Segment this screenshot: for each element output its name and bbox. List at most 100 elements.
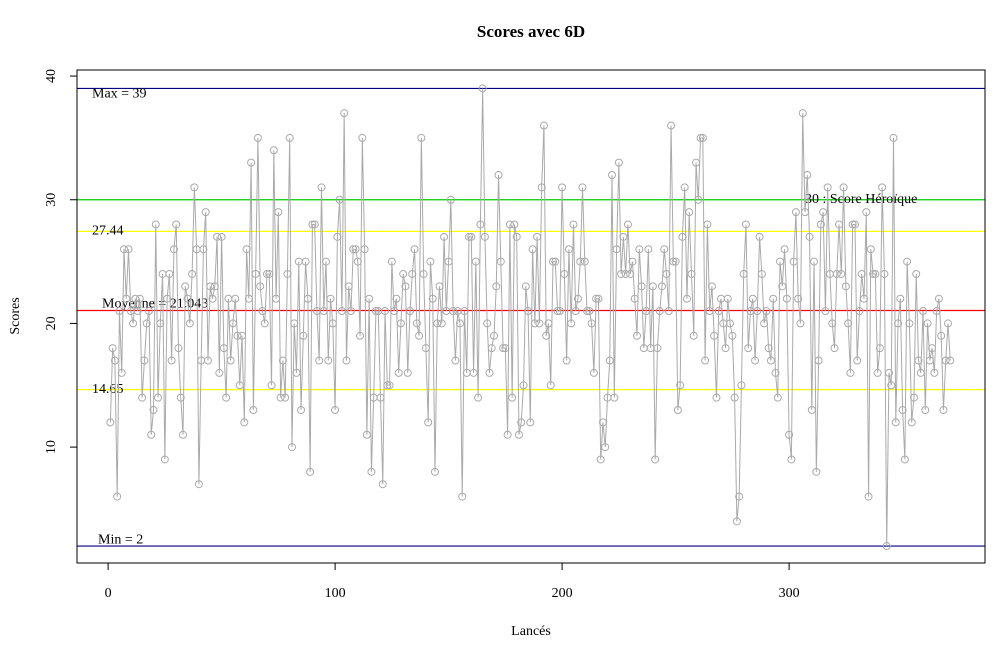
point — [782, 294, 791, 303]
point — [480, 232, 489, 241]
point — [138, 393, 147, 402]
point — [730, 393, 739, 402]
point — [524, 307, 533, 316]
point — [149, 406, 158, 415]
point — [496, 257, 505, 266]
point — [712, 393, 721, 402]
point — [449, 307, 458, 316]
point — [741, 220, 750, 229]
reference-label: 27.44 — [92, 224, 124, 239]
point — [324, 356, 333, 365]
point — [635, 245, 644, 254]
point — [194, 480, 203, 489]
point — [526, 418, 535, 427]
point — [757, 269, 766, 278]
point — [310, 220, 319, 229]
point — [113, 492, 122, 501]
point — [154, 393, 163, 402]
point — [875, 344, 884, 353]
point — [387, 257, 396, 266]
point — [165, 269, 174, 278]
point — [371, 307, 380, 316]
point — [217, 232, 226, 241]
point — [381, 307, 390, 316]
point — [521, 282, 530, 291]
point — [292, 368, 301, 377]
point — [319, 307, 328, 316]
point — [914, 356, 923, 365]
point — [562, 356, 571, 365]
point — [823, 183, 832, 192]
point — [142, 319, 151, 328]
point — [869, 269, 878, 278]
point — [909, 393, 918, 402]
reference-label: 30 : Score Héroïque — [805, 192, 917, 207]
point — [873, 368, 882, 377]
point — [905, 319, 914, 328]
point — [630, 294, 639, 303]
point — [862, 208, 871, 217]
point — [533, 232, 542, 241]
point — [785, 430, 794, 439]
point — [764, 344, 773, 353]
point — [946, 356, 955, 365]
point — [857, 269, 866, 278]
point — [122, 294, 131, 303]
point — [637, 282, 646, 291]
point — [297, 406, 306, 415]
point — [882, 542, 891, 551]
point — [648, 282, 657, 291]
point — [701, 356, 710, 365]
point — [235, 381, 244, 390]
x-axis-label: Lancés — [511, 624, 551, 639]
point — [939, 406, 948, 415]
point — [174, 344, 183, 353]
point — [124, 245, 133, 254]
point — [839, 183, 848, 192]
point — [553, 307, 562, 316]
point — [860, 294, 869, 303]
point — [421, 344, 430, 353]
point — [308, 220, 317, 229]
point — [163, 294, 172, 303]
point — [848, 220, 857, 229]
point — [340, 109, 349, 118]
point — [928, 344, 937, 353]
point — [673, 406, 682, 415]
point — [623, 220, 632, 229]
point — [285, 133, 294, 142]
point — [133, 307, 142, 316]
point — [144, 307, 153, 316]
point — [678, 232, 687, 241]
point — [346, 307, 355, 316]
point — [213, 232, 222, 241]
point — [760, 319, 769, 328]
point — [471, 257, 480, 266]
point — [465, 232, 474, 241]
point — [147, 430, 156, 439]
point — [549, 257, 558, 266]
point — [751, 356, 760, 365]
point — [544, 319, 553, 328]
point — [331, 406, 340, 415]
point — [657, 282, 666, 291]
point — [151, 220, 160, 229]
point — [542, 331, 551, 340]
point — [276, 393, 285, 402]
point — [748, 294, 757, 303]
point — [864, 492, 873, 501]
point — [812, 467, 821, 476]
point — [222, 393, 231, 402]
point — [492, 282, 501, 291]
point — [269, 146, 278, 155]
point — [206, 282, 215, 291]
point — [798, 109, 807, 118]
point — [233, 331, 242, 340]
point — [306, 467, 315, 476]
point — [932, 307, 941, 316]
point — [937, 331, 946, 340]
point — [573, 294, 582, 303]
point — [256, 282, 265, 291]
point — [267, 381, 276, 390]
point — [260, 319, 269, 328]
